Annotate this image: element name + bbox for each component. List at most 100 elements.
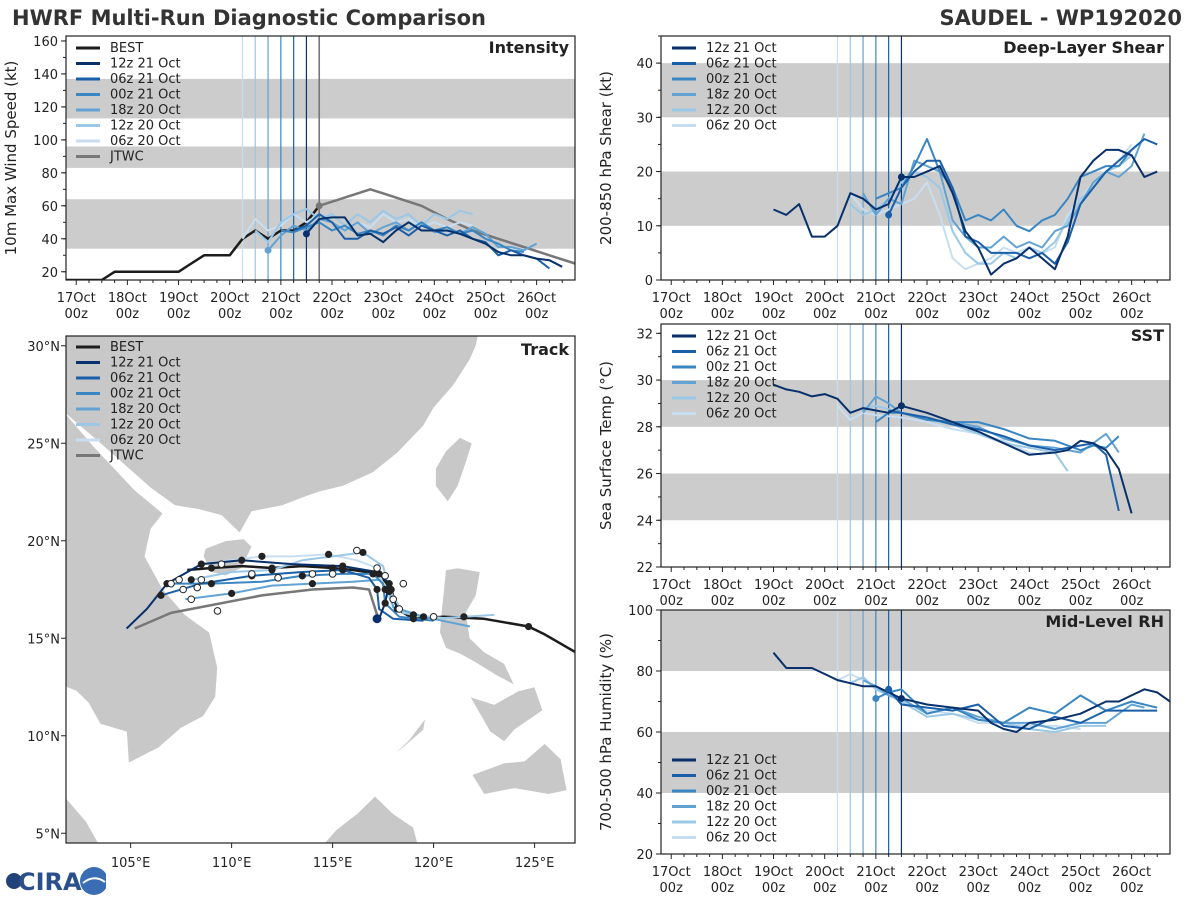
x-tick-label-date: 19Oct [754, 865, 793, 880]
x-tick-label-date: 25Oct [466, 291, 505, 306]
legend-label: 12z 21 Oct [110, 57, 181, 72]
track-forecast-dot [381, 572, 389, 580]
legend-label: 06z 20 Oct [110, 134, 181, 149]
y-tick-label: 28 [636, 421, 653, 436]
panel-title: Mid-Level RH [1045, 612, 1164, 631]
track-position-dot [339, 562, 347, 570]
shaded-band [661, 63, 1170, 118]
legend-label: JTWC [109, 449, 144, 464]
track-forecast-dot [187, 595, 196, 604]
legend-label: 12z 21 Oct [110, 356, 181, 371]
track-position-dot [268, 566, 276, 574]
track-position-dot [369, 570, 377, 578]
x-tick-label-hour: 00z [915, 881, 939, 896]
x-tick-label-date: 23Oct [364, 291, 403, 306]
lon-tick-label: 125°E [515, 856, 555, 871]
legend-label: 18z 20 Oct [706, 88, 777, 103]
track-forecast-dot [328, 570, 337, 578]
legend-label: 06z 21 Oct [706, 57, 777, 72]
track-forecast-dot [389, 595, 398, 604]
x-tick-label-date: 21Oct [856, 291, 895, 306]
x-tick-label-hour: 00z [167, 307, 191, 322]
x-tick-label-hour: 00z [660, 594, 684, 609]
legend-label: 12z 20 Oct [706, 391, 777, 406]
map-area [66, 336, 575, 843]
y-tick-label: 100 [628, 604, 653, 619]
x-tick-label-hour: 00z [269, 307, 293, 322]
x-tick-label-hour: 00z [1120, 881, 1144, 896]
x-tick-label-date: 22Oct [907, 291, 946, 306]
track-forecast-dot [373, 564, 381, 572]
x-tick-label-hour: 00z [915, 307, 939, 322]
plot-frame [660, 323, 1171, 568]
current-position-marker [372, 614, 382, 624]
track-position-dot [381, 599, 389, 607]
land-polygon [66, 413, 218, 764]
lat-tick-label: 15°N [27, 632, 60, 647]
x-tick-label-date: 17Oct [652, 865, 691, 880]
track-position-dot [373, 585, 381, 594]
track-forecast-dot [197, 575, 206, 584]
logo-text: CIRA [18, 868, 82, 896]
track-position-dot [207, 564, 216, 572]
series-line-00z-21-oct [280, 221, 524, 253]
y-tick-label: 32 [636, 327, 653, 342]
x-tick-label-hour: 00z [966, 881, 990, 896]
lon-tick-label: 105°E [111, 856, 151, 871]
x-tick-label-date: 23Oct [959, 865, 998, 880]
land-polygon [439, 567, 516, 686]
x-tick-label-hour: 00z [1069, 307, 1093, 322]
lon-tick-label: 115°E [313, 856, 353, 871]
x-tick-label-date: 26Oct [1112, 578, 1151, 593]
series-line-06z-21-oct [887, 138, 1158, 265]
legend-label: BEST [110, 41, 143, 56]
legend-label: 06z 20 Oct [706, 831, 777, 846]
legend-label: 00z 21 Oct [706, 360, 777, 375]
lat-tick-label: 20°N [27, 535, 60, 550]
y-tick-label: 20 [41, 266, 58, 281]
land-polygon [435, 437, 473, 503]
lat-tick-label: 10°N [27, 730, 60, 745]
panel-title: Track [521, 340, 569, 359]
track-position-dot [197, 560, 205, 568]
x-tick-label-date: 24Oct [1010, 578, 1049, 593]
y-tick-label: 60 [636, 726, 653, 741]
x-tick-label-hour: 00z [966, 594, 990, 609]
track-forecast-dot [399, 579, 408, 588]
y-tick-label: 80 [41, 167, 58, 182]
x-tick-label-hour: 00z [711, 307, 735, 322]
series-line-12z-21-oct [773, 383, 1133, 514]
series-group [66, 188, 575, 280]
x-tick-label-hour: 00z [65, 307, 89, 322]
legend-label: 12z 20 Oct [110, 119, 181, 134]
x-tick-label-hour: 00z [660, 881, 684, 896]
track-forecast-dot [353, 546, 361, 555]
track-position-dot [359, 548, 367, 557]
legend-label: 00z 21 Oct [110, 387, 181, 402]
track-position-dot [524, 622, 533, 631]
track-position-dot [228, 589, 236, 598]
y-tick-label: 22 [636, 561, 653, 576]
track-forecast-dot [167, 579, 175, 588]
panel-intensity: 2040608010012014016017Oct00z18Oct00z19Oc… [2, 35, 576, 322]
plot-frame [65, 335, 576, 844]
x-tick-label-hour: 00z [1018, 881, 1042, 896]
y-tick-label: 0 [645, 274, 653, 289]
x-tick-label-hour: 00z [762, 594, 786, 609]
x-tick-label-date: 21Oct [261, 291, 300, 306]
x-tick-label-date: 17Oct [57, 291, 96, 306]
series-line-18z-20-oct [862, 679, 1145, 730]
legend-label: 06z 20 Oct [706, 119, 777, 134]
y-tick-label: 40 [636, 57, 653, 72]
series-marker [897, 173, 905, 181]
y-tick-label: 40 [636, 787, 653, 802]
x-tick-label-date: 20Oct [210, 291, 249, 306]
legend-label: 00z 21 Oct [110, 88, 181, 103]
legend-label: 06z 20 Oct [706, 407, 777, 422]
x-tick-label-hour: 00z [116, 307, 140, 322]
track-position-dot [375, 570, 383, 578]
track-position-dot [308, 580, 317, 588]
